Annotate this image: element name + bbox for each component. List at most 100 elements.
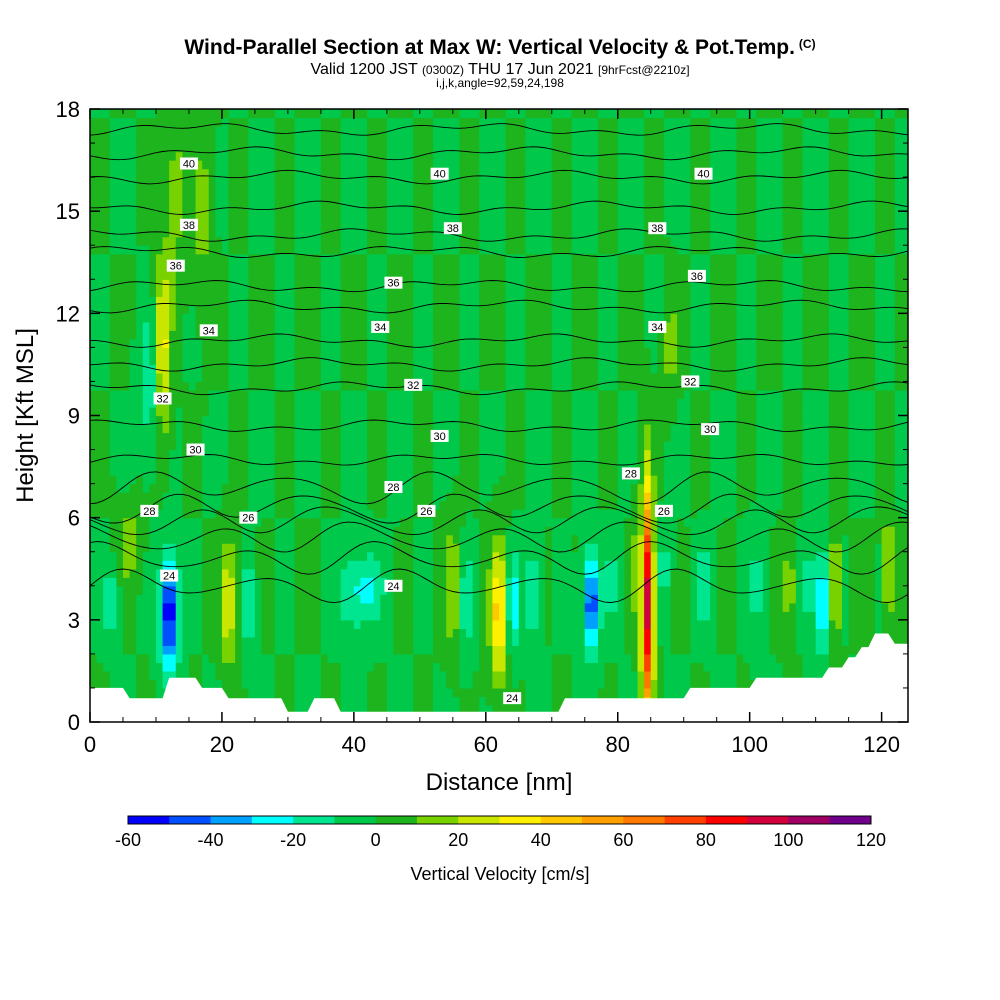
velocity-cell [149,636,157,646]
velocity-cell [518,389,526,400]
velocity-cell [228,645,236,655]
velocity-cell [393,126,401,136]
velocity-cell [235,168,243,178]
velocity-cell [466,228,474,238]
velocity-cell [466,483,474,493]
velocity-cell [353,253,362,263]
velocity-cell [215,109,223,119]
velocity-cell [531,279,540,289]
velocity-cell [525,466,533,476]
velocity-cell [499,194,507,204]
velocity-cell [360,296,368,306]
velocity-cell [373,458,381,468]
velocity-cell [182,551,190,561]
velocity-cell [261,321,269,331]
velocity-cell [129,636,137,646]
velocity-cell [175,670,183,681]
velocity-cell [327,177,335,187]
velocity-cell [281,364,289,374]
velocity-cell [479,185,487,195]
velocity-cell [149,619,157,629]
velocity-cell [479,560,487,570]
velocity-cell [433,679,441,689]
velocity-cell [294,347,302,357]
velocity-cell [274,543,282,553]
velocity-cell [248,602,256,612]
velocity-cell [155,228,164,238]
velocity-cell [320,551,329,561]
velocity-cell [175,321,183,331]
velocity-cell [261,534,269,544]
velocity-cell [353,168,362,178]
velocity-cell [485,134,494,144]
velocity-cell [479,202,487,212]
velocity-cell [122,194,131,204]
velocity-cell [274,304,282,314]
velocity-cell [294,211,302,221]
velocity-cell [525,543,533,553]
velocity-cell [248,645,256,655]
velocity-cell [221,389,230,400]
velocity-cell [169,415,177,425]
velocity-cell [334,492,342,502]
velocity-cell [459,270,467,280]
velocity-cell [512,509,520,519]
velocity-cell [367,466,375,476]
velocity-cell [373,594,381,604]
velocity-cell [175,270,183,280]
velocity-cell [347,347,355,357]
velocity-cell [294,704,302,715]
velocity-cell [373,151,381,161]
velocity-cell [439,441,447,451]
velocity-cell [274,466,282,476]
velocity-cell [301,551,309,561]
velocity-cell [499,406,507,417]
velocity-cell [419,645,428,655]
velocity-cell [406,313,414,323]
velocity-cell [380,185,388,195]
velocity-cell [188,585,197,595]
velocity-cell [367,245,375,255]
velocity-cell [109,483,117,493]
velocity-cell [228,117,236,127]
velocity-cell [452,509,461,519]
velocity-cell [155,568,164,578]
velocity-cell [426,619,434,629]
velocity-cell [175,432,183,442]
velocity-cell [96,636,104,646]
velocity-cell [360,355,368,366]
velocity-cell [241,551,249,561]
velocity-cell [294,126,302,136]
velocity-cell [254,449,263,459]
velocity-cell [149,355,157,366]
velocity-cell [307,611,315,621]
velocity-cell [525,364,533,374]
velocity-cell [466,287,474,297]
velocity-cell [142,219,150,229]
velocity-cell [268,168,276,178]
velocity-cell [287,526,296,536]
velocity-cell [538,526,546,536]
velocity-cell [466,509,474,519]
velocity-cell [452,662,461,672]
velocity-cell [327,364,335,374]
velocity-cell [307,602,315,612]
velocity-cell [274,364,282,374]
velocity-cell [320,424,329,434]
velocity-cell [446,168,454,178]
velocity-cell [446,432,454,442]
velocity-cell [155,509,164,519]
velocity-cell [294,364,302,374]
velocity-cell [169,202,177,212]
velocity-cell [545,670,553,681]
velocity-cell [360,662,368,672]
velocity-cell [142,347,150,357]
velocity-cell [129,151,137,161]
velocity-cell [472,304,480,314]
velocity-cell [103,330,111,340]
velocity-cell [360,109,368,119]
velocity-cell [439,424,447,434]
velocity-cell [380,611,388,621]
velocity-cell [327,449,335,459]
velocity-cell [512,585,520,595]
